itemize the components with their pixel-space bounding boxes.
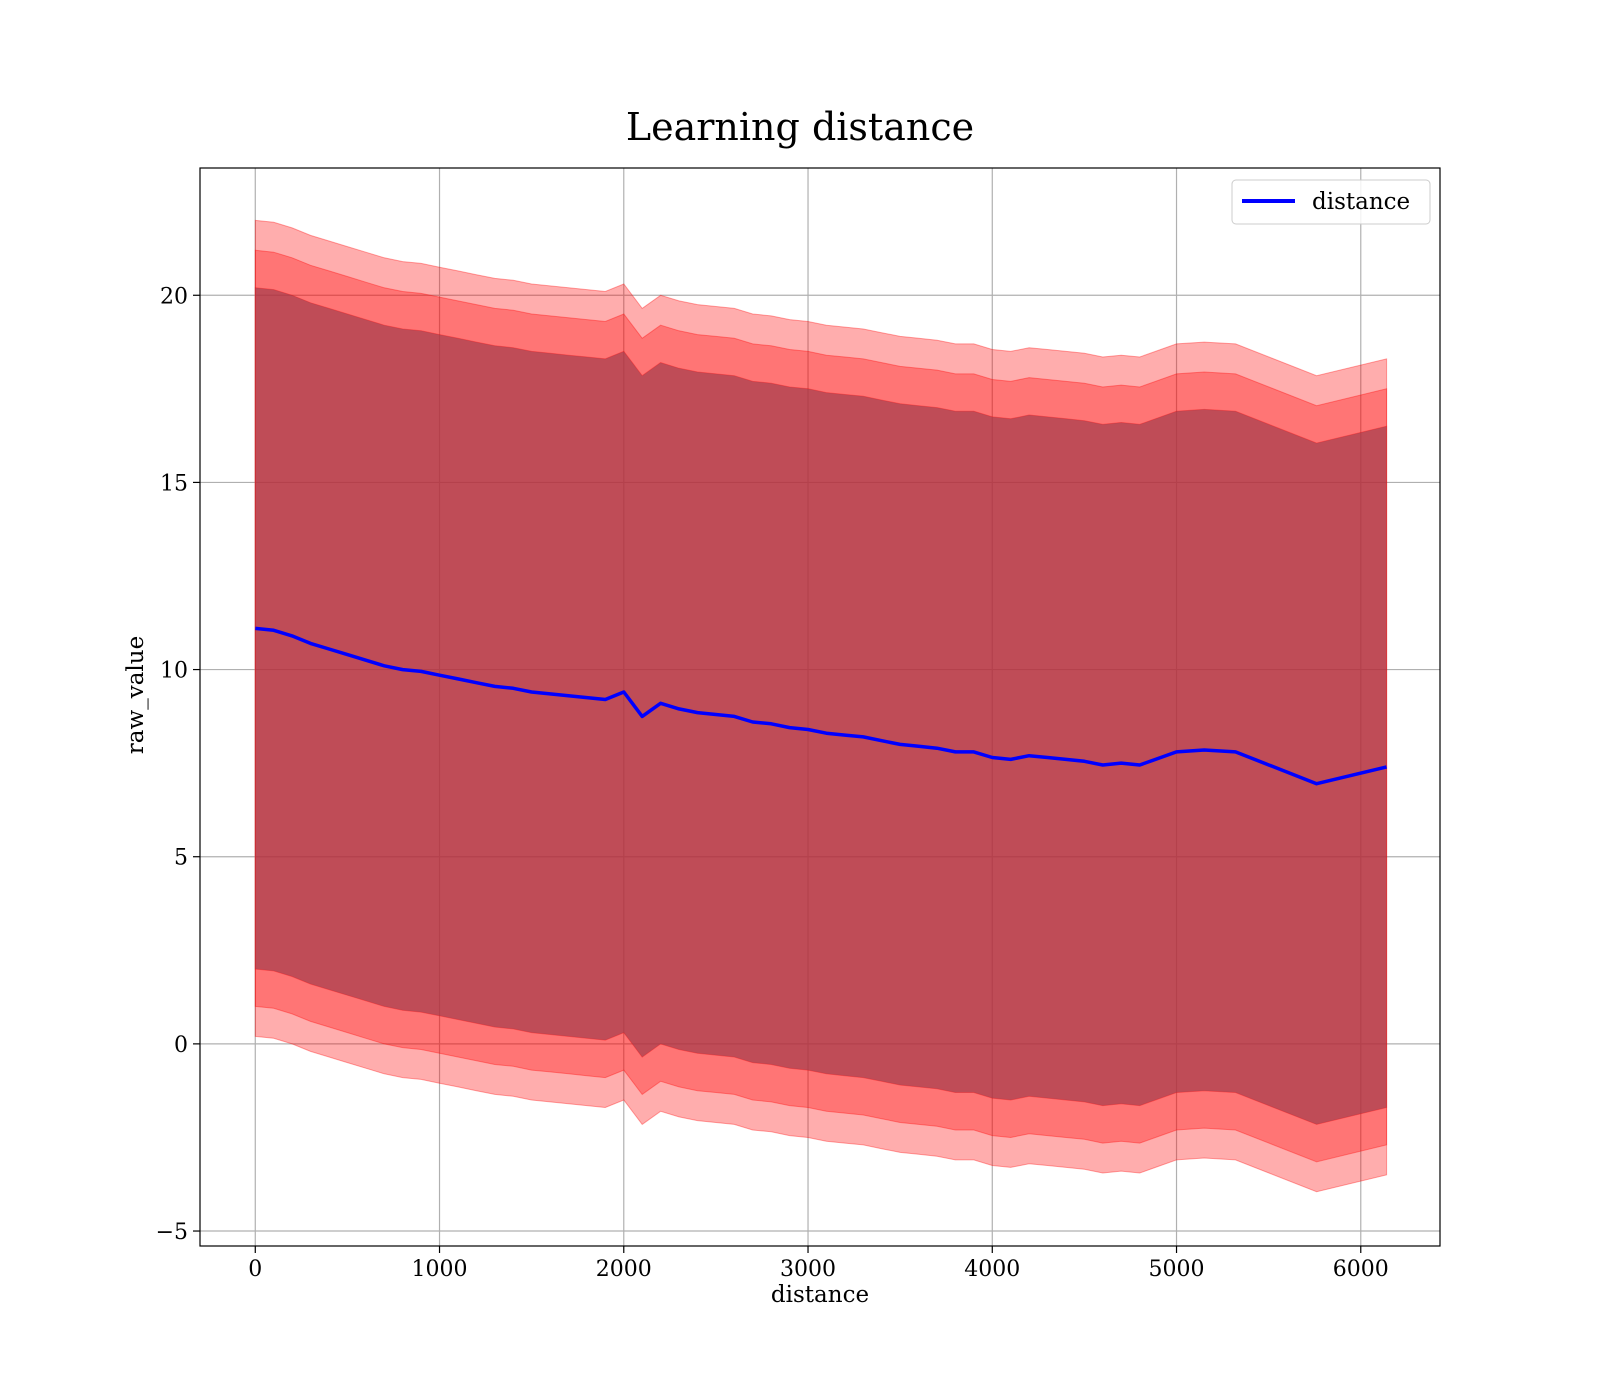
y-axis-ticks: −5 0 5 10 15 20 bbox=[156, 284, 200, 1245]
y-tick-label: 20 bbox=[160, 284, 188, 309]
y-axis-label: raw_value bbox=[123, 636, 149, 754]
series-lines bbox=[255, 626, 1388, 786]
x-tick-label: 6000 bbox=[1333, 1257, 1389, 1282]
y-tick-label: 5 bbox=[174, 846, 188, 871]
series-line-distance bbox=[255, 626, 1388, 786]
x-tick-label: 4000 bbox=[964, 1257, 1020, 1282]
confidence-bands bbox=[254, 219, 1388, 1193]
band-overlap bbox=[255, 287, 1387, 1125]
legend: distance bbox=[1231, 179, 1431, 225]
x-tick-label: 1000 bbox=[412, 1257, 468, 1282]
plot-frame bbox=[199, 167, 1441, 1247]
legend-box bbox=[1231, 179, 1431, 225]
x-tick-label: 3000 bbox=[780, 1257, 836, 1282]
x-axis-ticks: 0 1000 2000 3000 4000 5000 6000 bbox=[248, 1246, 1389, 1282]
y-tick-label: 0 bbox=[174, 1033, 188, 1058]
chart-title: Learning distance bbox=[626, 105, 974, 149]
y-tick-label: 10 bbox=[160, 659, 188, 684]
y-tick-label: −5 bbox=[156, 1220, 188, 1245]
x-tick-label: 5000 bbox=[1149, 1257, 1205, 1282]
x-tick-label: 2000 bbox=[596, 1257, 652, 1282]
legend-label-distance: distance bbox=[1312, 189, 1410, 215]
x-axis-label: distance bbox=[771, 1282, 869, 1308]
y-tick-label: 15 bbox=[160, 471, 188, 496]
x-tick-label: 0 bbox=[248, 1257, 262, 1282]
